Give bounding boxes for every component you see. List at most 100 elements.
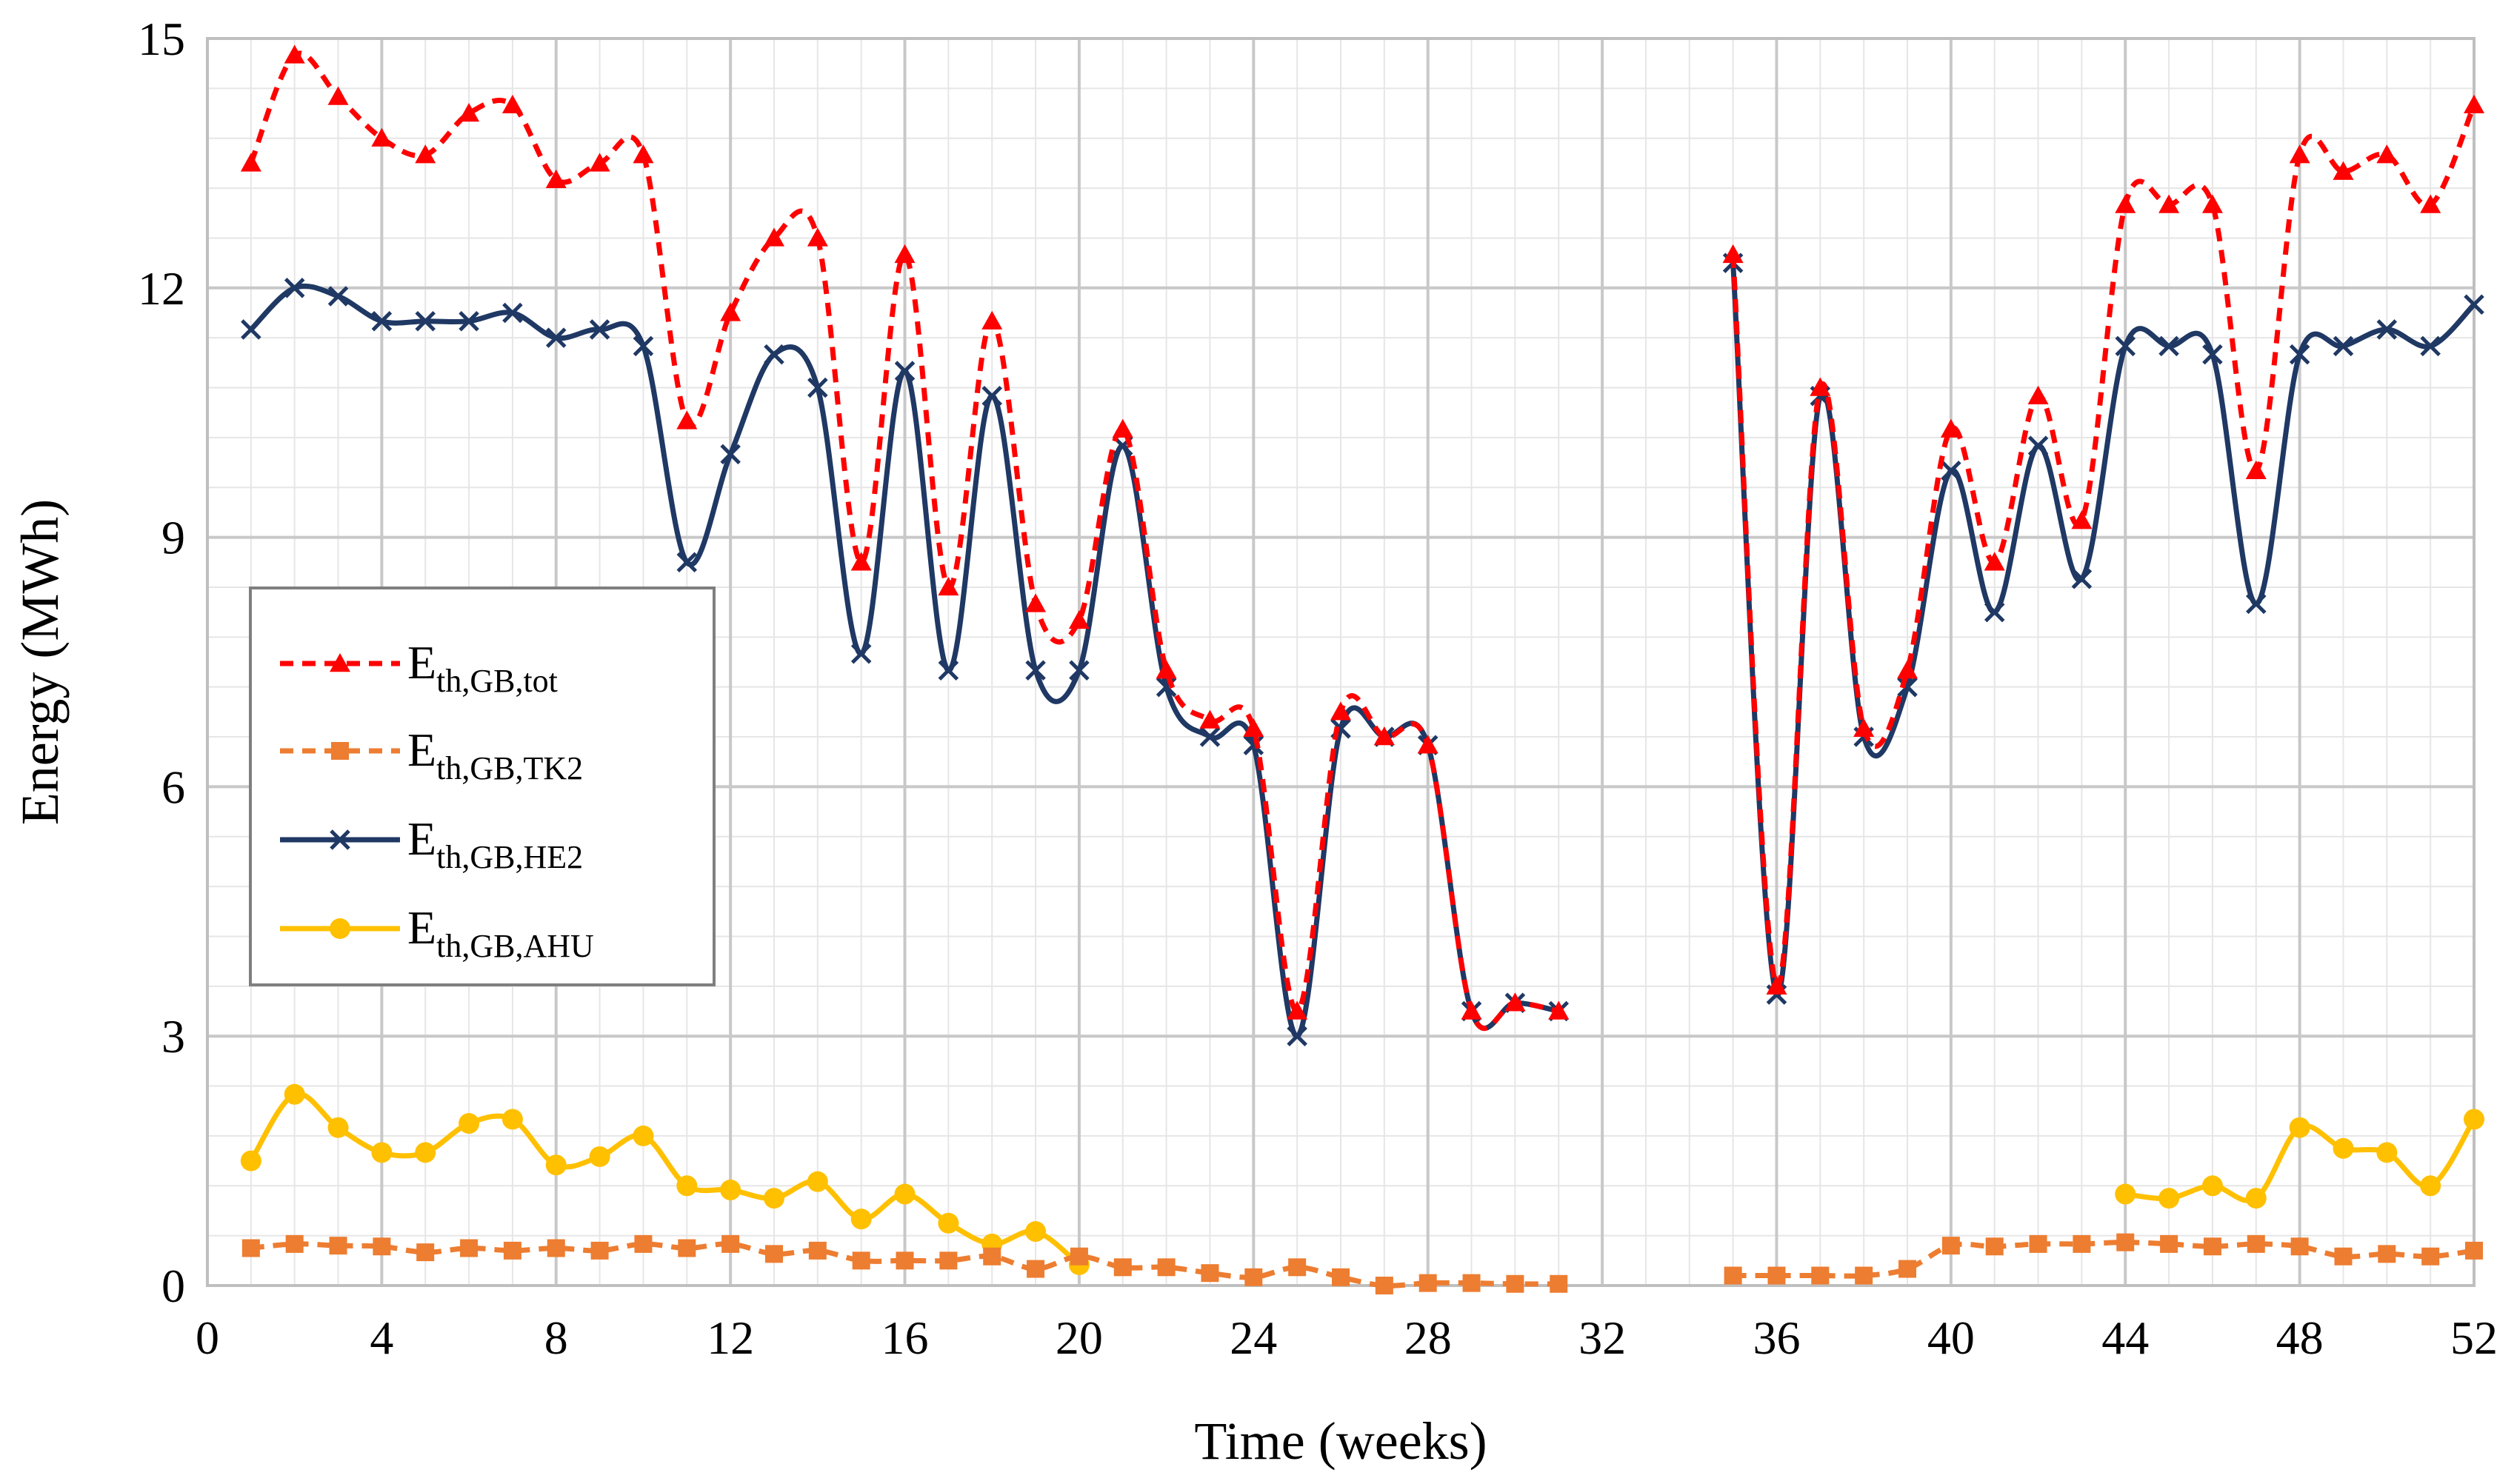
data-point-e-th-gb-ahu: [2464, 1109, 2484, 1130]
legend-label-main: E: [407, 636, 436, 689]
data-point-e-th-gb-he2: [720, 444, 741, 465]
data-point-e-th-gb-he2-stroke-b: [981, 385, 1002, 407]
data-point-e-th-gb-he2: [981, 385, 1002, 407]
data-point-e-th-gb-tk2: [1767, 1266, 1786, 1285]
data-point-e-th-gb-tk2: [1724, 1266, 1742, 1285]
data-point-e-th-gb-he2-stroke-b: [1941, 461, 1961, 481]
data-point-e-th-gb-tot: [1722, 244, 1744, 264]
data-point-e-th-gb-ahu: [676, 1175, 698, 1197]
data-point-e-th-gb-tk2: [416, 1243, 435, 1262]
y-tick-label: 9: [161, 512, 185, 564]
data-point-e-th-gb-tot: [1330, 701, 1351, 721]
data-point-e-th-gb-tk2: [547, 1239, 565, 1257]
data-point-e-th-gb-tk2: [373, 1237, 391, 1256]
data-point-e-th-gb-ahu: [459, 1113, 480, 1134]
data-point-e-th-gb-tot: [545, 169, 567, 189]
data-point-e-th-gb-tot: [2115, 194, 2136, 213]
data-point-e-th-gb-tk2: [241, 1239, 260, 1257]
legend-label-main: E: [407, 812, 436, 865]
data-point-e-th-gb-tk2: [2203, 1237, 2221, 1256]
data-point-e-th-gb-he2-stroke-b: [284, 278, 305, 298]
data-point-e-th-gb-tot: [1461, 1000, 1482, 1020]
x-tick-label: 8: [544, 1311, 568, 1364]
legend-item-e-th-gb-ahu: Eth,GB,AHU: [280, 901, 594, 964]
data-point-e-th-gb-he2-stroke-b: [241, 319, 261, 340]
legend-label-subscript: th,GB,AHU: [436, 928, 594, 964]
data-point-e-th-gb-tot: [1853, 718, 1875, 738]
data-point-e-th-gb-he2-stroke-b: [459, 310, 479, 332]
data-point-e-th-gb-he2-stroke-b: [938, 660, 959, 681]
data-point-e-th-gb-tk2: [2160, 1234, 2178, 1253]
data-point-e-th-gb-tk2: [1898, 1260, 1916, 1278]
legend-swatch-marker-stroke-b: [330, 829, 350, 850]
y-tick-label: 3: [161, 1010, 185, 1063]
data-point-e-th-gb-he2: [2464, 294, 2484, 315]
data-point-e-th-gb-ahu: [240, 1150, 261, 1172]
data-point-e-th-gb-tot: [2201, 194, 2223, 213]
data-point-e-th-gb-he2-stroke-b: [850, 644, 872, 664]
data-point-e-th-gb-tk2: [460, 1239, 479, 1257]
data-point-e-th-gb-ahu: [2333, 1137, 2354, 1159]
data-point-e-th-gb-tk2: [1332, 1268, 1350, 1286]
data-point-e-th-gb-tot: [720, 302, 741, 321]
data-point-e-th-gb-tot: [459, 103, 480, 122]
x-tick-label: 24: [1230, 1311, 1277, 1364]
data-point-e-th-gb-ahu: [501, 1109, 523, 1130]
data-point-e-th-gb-he2-stroke-b: [371, 310, 393, 332]
data-point-e-th-gb-tot: [589, 153, 610, 172]
data-point-e-th-gb-tot: [633, 144, 654, 164]
data-point-e-th-gb-tot: [1068, 609, 1090, 629]
data-point-e-th-gb-tk2: [1506, 1274, 1524, 1293]
legend-label-main: E: [407, 901, 436, 954]
data-point-e-th-gb-he2-stroke-b: [1897, 676, 1918, 698]
y-axis-title: Energy (MWh): [10, 499, 70, 826]
data-point-e-th-gb-he2-stroke-b: [2333, 335, 2354, 357]
x-tick-label: 4: [370, 1311, 393, 1364]
data-point-e-th-gb-ahu: [938, 1212, 959, 1234]
data-point-e-th-gb-he2: [1025, 660, 1046, 681]
data-point-e-th-gb-he2-stroke-b: [2246, 593, 2267, 615]
data-point-e-th-gb-he2-stroke-b: [894, 361, 916, 381]
legend-label: Eth,GB,HE2: [407, 812, 583, 875]
data-point-e-th-gb-tot: [1984, 552, 2005, 571]
data-point-e-th-gb-tot: [1112, 418, 1133, 438]
data-point-e-th-gb-he2: [589, 319, 610, 340]
data-point-e-th-gb-tk2: [1550, 1274, 1568, 1293]
legend-swatch-marker: [330, 918, 350, 939]
y-axis-tick-labels: 0 3 6 9 12 15: [138, 13, 185, 1312]
data-point-e-th-gb-he2-stroke-b: [1984, 601, 2005, 623]
data-point-e-th-gb-he2-stroke-b: [546, 327, 567, 348]
x-tick-label: 0: [196, 1311, 219, 1364]
data-point-e-th-gb-tot: [2464, 94, 2484, 114]
data-point-e-th-gb-he2: [371, 310, 393, 332]
data-point-e-th-gb-tot: [1766, 975, 1787, 995]
data-point-e-th-gb-he2: [2027, 435, 2049, 456]
data-point-e-th-gb-he2: [1243, 735, 1264, 756]
series-e-th-gb-tot: [240, 44, 2484, 1032]
data-point-e-th-gb-he2: [2158, 335, 2179, 357]
data-point-e-th-gb-he2: [1199, 726, 1221, 747]
data-point-e-th-gb-tk2: [1418, 1274, 1437, 1292]
data-point-e-th-gb-tk2: [2334, 1247, 2353, 1266]
data-point-e-th-gb-tot: [1940, 418, 1961, 438]
data-point-e-th-gb-he2-stroke-b: [633, 335, 654, 357]
data-point-e-th-gb-tot: [2027, 385, 2049, 404]
data-point-e-th-gb-tot: [240, 153, 261, 172]
data-point-e-th-gb-tot: [327, 86, 349, 105]
data-point-e-th-gb-tk2: [329, 1237, 347, 1255]
y-tick-label: 0: [161, 1260, 185, 1312]
data-point-e-th-gb-he2-stroke-b: [676, 552, 698, 573]
data-point-e-th-gb-tk2: [1070, 1247, 1088, 1266]
data-point-e-th-gb-tot: [415, 144, 436, 164]
x-axis-title: Time (weeks): [1194, 1411, 1487, 1471]
data-point-e-th-gb-he2-stroke-b: [2115, 335, 2136, 357]
data-point-e-th-gb-he2-stroke-b: [415, 310, 436, 332]
data-point-e-th-gb-tot: [1156, 660, 1177, 679]
data-point-e-th-gb-ahu: [2158, 1188, 2180, 1209]
data-point-e-th-gb-tk2: [285, 1234, 304, 1253]
data-point-e-th-gb-tot: [284, 44, 305, 64]
y-tick-label: 12: [138, 262, 185, 315]
data-point-e-th-gb-tot: [2289, 144, 2310, 164]
data-point-e-th-gb-he2-stroke-b: [2071, 568, 2093, 589]
